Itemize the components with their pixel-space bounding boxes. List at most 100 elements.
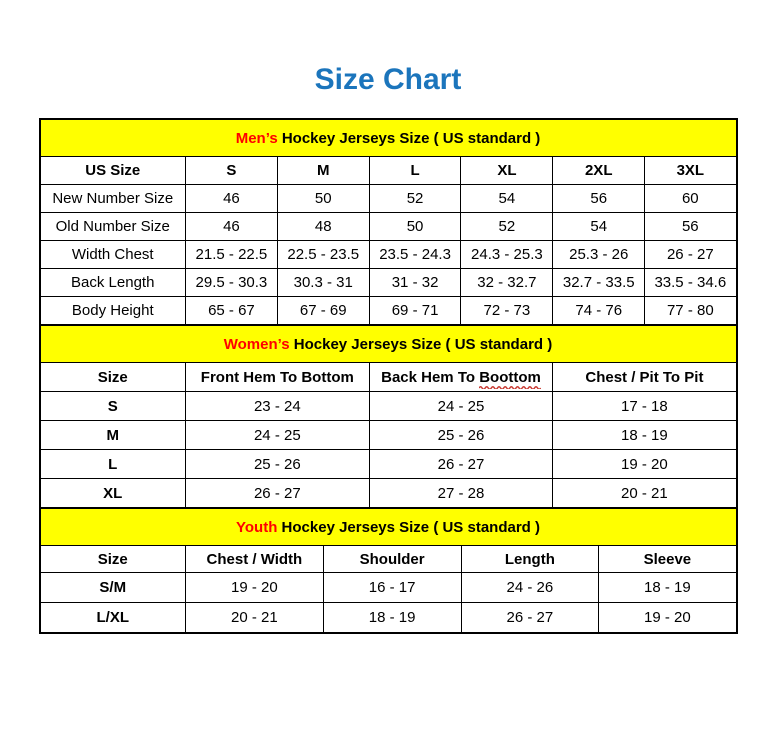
value-cell: 67 - 69	[276, 296, 370, 326]
value-cell: 18 - 19	[322, 602, 462, 634]
value-cell: 52	[460, 212, 554, 241]
misspelled-word: Boottom	[479, 369, 541, 389]
value-cell: 23.5 - 24.3	[368, 240, 462, 269]
row-label-cell: XL	[39, 478, 186, 509]
value-cell: 24.3 - 25.3	[460, 240, 554, 269]
column-header-cell: US Size	[39, 156, 186, 185]
row-label-cell: Back Length	[39, 268, 186, 297]
row-label-cell: New Number Size	[39, 184, 186, 213]
column-header-cell: M	[276, 156, 370, 185]
value-cell: 19 - 20	[598, 602, 737, 634]
column-header-cell: Back Hem To Boottom	[368, 362, 554, 392]
column-header-cell: XL	[460, 156, 554, 185]
row-label-cell: Old Number Size	[39, 212, 186, 241]
value-cell: 18 - 19	[598, 572, 737, 603]
value-cell: 20 - 21	[185, 602, 324, 634]
value-cell: 56	[644, 212, 737, 241]
youth-banner-row: Youth Hockey Jerseys Size ( US standard …	[39, 507, 737, 546]
value-cell: 26 - 27	[460, 602, 600, 634]
youth-header-row: Size Chest / Width Shoulder Length Sleeve	[39, 545, 737, 573]
row-label-cell: L	[39, 449, 186, 479]
column-header-cell: 3XL	[644, 156, 737, 185]
size-tables-container: Men’s Hockey Jerseys Size ( US standard …	[38, 118, 738, 634]
table-row: L/XL 20 - 21 18 - 19 26 - 27 19 - 20	[39, 602, 737, 634]
value-cell: 65 - 67	[185, 296, 278, 326]
value-cell: 30.3 - 31	[276, 268, 370, 297]
column-header-cell: 2XL	[552, 156, 646, 185]
value-cell: 50	[276, 184, 370, 213]
page-title: Size Chart	[314, 63, 462, 96]
spellcheck-squiggle-icon	[479, 385, 541, 389]
youth-size-table: Youth Hockey Jerseys Size ( US standard …	[38, 507, 738, 634]
mens-header-row: US Size S M L XL 2XL 3XL	[39, 156, 737, 185]
column-header-cell: Chest / Width	[185, 545, 324, 573]
value-cell: 56	[552, 184, 646, 213]
row-label-cell: M	[39, 420, 186, 450]
youth-title-highlight: Youth	[236, 518, 278, 536]
value-cell: 16 - 17	[322, 572, 462, 603]
value-cell: 22.5 - 23.5	[276, 240, 370, 269]
table-row: L 25 - 26 26 - 27 19 - 20	[39, 449, 737, 479]
value-cell: 52	[368, 184, 462, 213]
value-cell: 26 - 27	[368, 449, 554, 479]
womens-section-title: Women’s Hockey Jerseys Size ( US standar…	[39, 324, 737, 363]
table-row: XL 26 - 27 27 - 28 20 - 21	[39, 478, 737, 509]
column-header-cell: Length	[460, 545, 600, 573]
column-header-cell: Chest / Pit To Pit	[552, 362, 737, 392]
value-cell: 25 - 26	[368, 420, 554, 450]
column-header-cell: Sleeve	[598, 545, 737, 573]
value-cell: 19 - 20	[552, 449, 737, 479]
row-label-cell: L/XL	[39, 602, 186, 634]
size-chart-page: Size Chart Men’s Hockey Jerseys Size ( U…	[0, 62, 776, 634]
column-header-cell: S	[185, 156, 278, 185]
mens-title-rest: Hockey Jerseys Size ( US standard )	[277, 129, 541, 147]
table-row: Width Chest 21.5 - 22.5 22.5 - 23.5 23.5 - …	[39, 240, 737, 269]
table-row: M 24 - 25 25 - 26 18 - 19	[39, 420, 737, 450]
value-cell: 25 - 26	[185, 449, 370, 479]
mens-banner-row: Men’s Hockey Jerseys Size ( US standard …	[39, 118, 737, 157]
value-cell: 26 - 27	[644, 240, 737, 269]
row-label-cell: S	[39, 391, 186, 421]
mens-size-table: Men’s Hockey Jerseys Size ( US standard …	[38, 118, 738, 326]
value-cell: 32 - 32.7	[460, 268, 554, 297]
column-header-cell: Size	[39, 362, 186, 392]
mens-title-highlight: Men’s	[235, 129, 278, 147]
womens-title-highlight: Women’s	[223, 335, 290, 353]
row-label-cell: Width Chest	[39, 240, 186, 269]
value-cell: 25.3 - 26	[552, 240, 646, 269]
table-row: New Number Size 46 50 52 54 56 60	[39, 184, 737, 213]
value-cell: 24 - 25	[185, 420, 370, 450]
value-cell: 33.5 - 34.6	[644, 268, 737, 297]
womens-banner-row: Women’s Hockey Jerseys Size ( US standar…	[39, 324, 737, 363]
value-cell: 27 - 28	[368, 478, 554, 509]
column-header-cell: Shoulder	[322, 545, 462, 573]
value-cell: 29.5 - 30.3	[185, 268, 278, 297]
value-cell: 74 - 76	[552, 296, 646, 326]
table-row: S 23 - 24 24 - 25 17 - 18	[39, 391, 737, 421]
womens-size-table: Women’s Hockey Jerseys Size ( US standar…	[38, 324, 738, 509]
table-row: S/M 19 - 20 16 - 17 24 - 26 18 - 19	[39, 572, 737, 603]
value-cell: 20 - 21	[552, 478, 737, 509]
value-cell: 32.7 - 33.5	[552, 268, 646, 297]
value-cell: 72 - 73	[460, 296, 554, 326]
column-header-cell: L	[368, 156, 462, 185]
youth-section-title: Youth Hockey Jerseys Size ( US standard …	[39, 507, 737, 546]
value-cell: 24 - 26	[460, 572, 600, 603]
youth-title-rest: Hockey Jerseys Size ( US standard )	[277, 518, 540, 536]
value-cell: 46	[185, 184, 278, 213]
value-cell: 17 - 18	[552, 391, 737, 421]
table-row: Old Number Size 46 48 50 52 54 56	[39, 212, 737, 241]
row-label-cell: S/M	[39, 572, 186, 603]
value-cell: 24 - 25	[368, 391, 554, 421]
value-cell: 60	[644, 184, 737, 213]
table-row: Back Length 29.5 - 30.3 30.3 - 31 31 - 32 32…	[39, 268, 737, 297]
value-cell: 48	[276, 212, 370, 241]
value-cell: 31 - 32	[368, 268, 462, 297]
table-row: Body Height 65 - 67 67 - 69 69 - 71 72 - 73 7…	[39, 296, 737, 326]
column-header-cell: Size	[39, 545, 186, 573]
value-cell: 19 - 20	[185, 572, 324, 603]
womens-header-row: Size Front Hem To Bottom Back Hem To Boott…	[39, 362, 737, 392]
value-cell: 46	[185, 212, 278, 241]
value-cell: 77 - 80	[644, 296, 737, 326]
value-cell: 54	[552, 212, 646, 241]
